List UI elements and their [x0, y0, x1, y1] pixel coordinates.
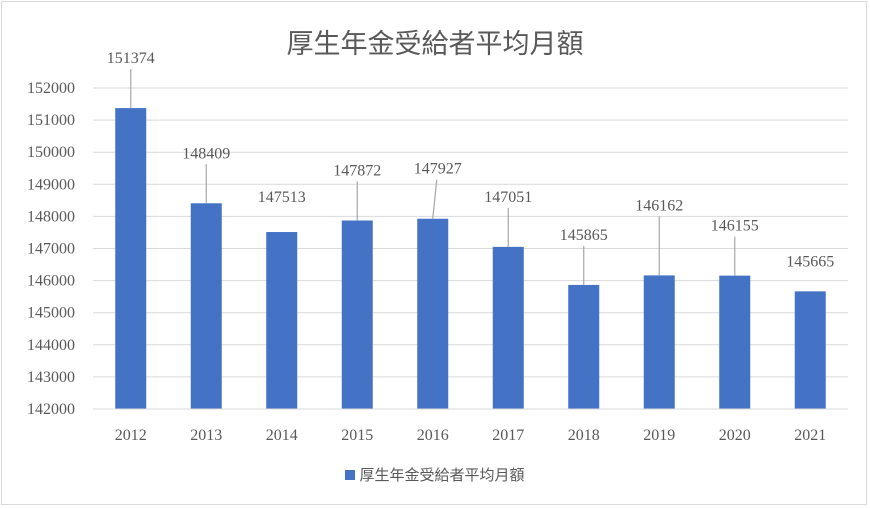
x-tick-label: 2016 [417, 427, 449, 444]
bar [719, 275, 751, 409]
y-tick-label: 149000 [27, 176, 75, 193]
y-tick-label: 144000 [27, 337, 75, 354]
x-tick-label: 2018 [568, 427, 600, 444]
data-label: 146162 [635, 197, 683, 214]
bar [492, 246, 524, 409]
bar [417, 218, 449, 409]
x-tick-label: 2014 [266, 427, 298, 444]
x-tick-label: 2020 [719, 427, 751, 444]
data-label: 147513 [258, 189, 306, 206]
y-tick-label: 151000 [27, 112, 75, 129]
bar [190, 203, 222, 409]
bar [794, 291, 826, 409]
chart-title: 厚生年金受給者平均月額 [286, 29, 584, 60]
data-label: 145865 [560, 227, 608, 244]
y-tick-label: 150000 [27, 144, 75, 161]
y-tick-label: 152000 [27, 80, 75, 97]
legend: 厚生年金受給者平均月額 [0, 464, 870, 485]
bar [115, 108, 147, 409]
x-tick-label: 2019 [643, 427, 675, 444]
bar [266, 232, 298, 409]
x-tick-label: 2015 [341, 427, 373, 444]
data-label: 148409 [182, 145, 230, 162]
data-label: 147051 [484, 189, 532, 206]
bar [341, 220, 373, 409]
y-tick-label: 146000 [27, 273, 75, 290]
y-tick-label: 142000 [27, 401, 75, 418]
y-tick-label: 148000 [27, 208, 75, 225]
legend-label: 厚生年金受給者平均月額 [359, 466, 525, 484]
y-tick-label: 143000 [27, 369, 75, 386]
x-tick-label: 2012 [115, 427, 147, 444]
data-label: 145665 [786, 253, 834, 270]
data-label: 146155 [711, 218, 759, 235]
bar [568, 284, 600, 409]
data-label: 147927 [414, 161, 462, 178]
data-label: 147872 [333, 163, 381, 180]
y-tick-label: 145000 [27, 305, 75, 322]
data-label: 151374 [107, 50, 155, 67]
x-tick-label: 2021 [794, 427, 826, 444]
y-tick-label: 147000 [27, 241, 75, 258]
legend-swatch [345, 470, 356, 480]
x-tick-label: 2013 [190, 427, 222, 444]
x-tick-label: 2017 [492, 427, 524, 444]
leader-line [432, 179, 438, 219]
bar [643, 275, 675, 409]
